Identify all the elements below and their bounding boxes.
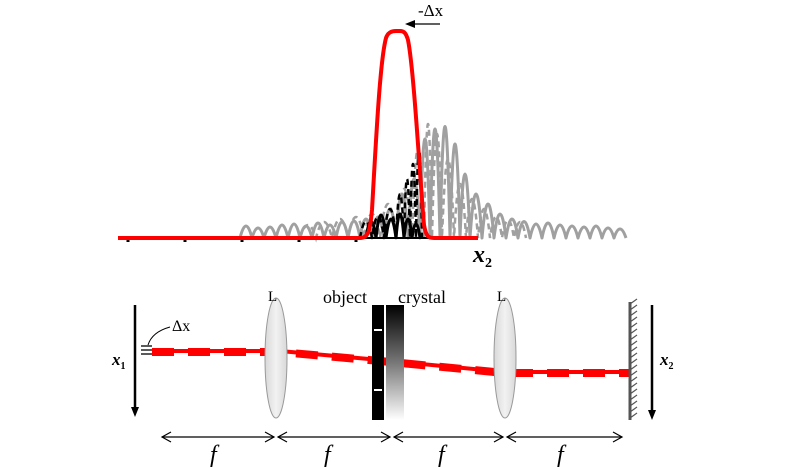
lens-left-label: L	[268, 289, 277, 305]
focal-dimension-arrow	[505, 431, 624, 443]
mirror-hatch-line	[629, 352, 638, 359]
focal-dimension-arrows	[160, 431, 624, 443]
mirror-hatch-line	[629, 322, 638, 329]
object-label: object	[323, 287, 367, 307]
mirror-hatch-line	[629, 412, 638, 419]
crystal	[386, 305, 404, 420]
mirror-hatch-line	[629, 382, 638, 389]
lens-right-label: L	[497, 289, 506, 305]
focal-label-1: f	[210, 442, 220, 468]
mirror-hatch-line	[629, 346, 638, 353]
mirror-hatch-line	[629, 304, 638, 311]
focal-dimension-arrow	[392, 431, 505, 443]
mirror-hatch-line	[629, 364, 638, 371]
focal-dimension-arrow	[276, 431, 392, 443]
top-axis-label: x2	[472, 242, 492, 271]
shift-label: -Δx	[418, 1, 444, 20]
top-plot: -Δx x2	[118, 1, 628, 271]
mirror-hatching	[629, 298, 638, 419]
lens-right	[493, 297, 517, 419]
speckle-shifted-solid	[238, 125, 628, 240]
object-slits	[374, 329, 382, 391]
speckle-shifted-dashed	[298, 122, 528, 243]
mirror-hatch-line	[629, 376, 638, 383]
focal-labels: f f f f	[210, 442, 567, 468]
optical-setup: x1 Δx L object crystal L	[111, 287, 674, 468]
mirror-hatch-line	[629, 394, 638, 401]
focal-label-2: f	[324, 442, 334, 468]
focal-label-4: f	[557, 442, 567, 468]
output-axis-label: x2	[659, 350, 674, 372]
mirror-hatch-line	[629, 340, 638, 347]
mirror-hatch-line	[629, 316, 638, 323]
mirror-hatch-line	[629, 310, 638, 317]
input-axis-label: x1	[111, 350, 126, 372]
crystal-label: crystal	[398, 287, 446, 307]
delta-x-pointer	[147, 326, 171, 346]
flat-top-beam-profile	[118, 29, 478, 240]
mirror-hatch-line	[629, 334, 638, 341]
mirror-hatch-line	[629, 370, 638, 377]
mirror-hatch-line	[629, 358, 638, 365]
mirror-hatch-line	[629, 388, 638, 395]
mirror-hatch-line	[629, 328, 638, 335]
lens-left	[264, 297, 288, 419]
mirror-hatch-line	[629, 400, 638, 407]
focal-label-3: f	[438, 442, 448, 468]
mirror-hatch-line	[629, 406, 638, 413]
delta-x-marker	[141, 345, 152, 355]
focal-dimension-arrow	[160, 431, 276, 443]
delta-x-label: Δx	[172, 318, 190, 335]
object-mask	[372, 305, 384, 420]
mirror-hatch-line	[629, 298, 638, 305]
